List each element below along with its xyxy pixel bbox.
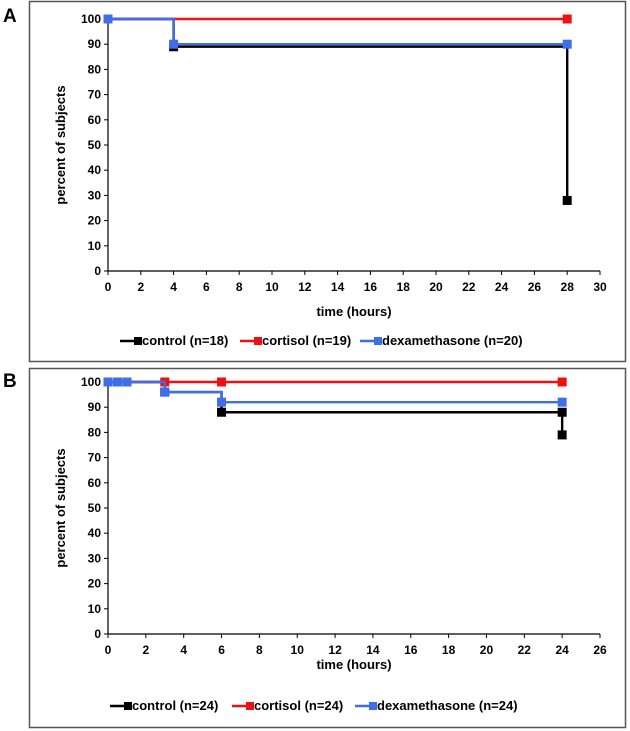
y-tick-label: 90 [88,400,102,414]
y-tick-label: 20 [88,577,102,591]
panel-a-frame [28,0,627,363]
x-tick-label: 16 [364,280,378,294]
series-line [108,17,568,46]
y-tick-label: 0 [94,627,101,641]
data-point [103,14,113,24]
x-tick-label: 16 [404,643,418,657]
data-point [557,397,567,407]
x-tick-label: 12 [328,643,342,657]
y-tick-label: 30 [88,551,102,565]
legend-entry: cortisol (n=24) [254,698,343,713]
x-axis-title: time (hours) [316,657,391,672]
legend-entry: cortisol (n=19) [262,333,351,348]
y-axis-title: percent of subjects [53,85,68,204]
x-tick-label: 30 [593,280,607,294]
legend-swatch-marker [246,702,254,710]
data-point [557,407,567,417]
x-tick-label: 28 [561,280,575,294]
x-tick-label: 18 [397,280,411,294]
x-tick-label: 24 [495,280,509,294]
data-point [122,377,132,387]
legend-swatch-marker [134,337,142,345]
data-point [217,377,227,387]
x-tick-label: 20 [480,643,494,657]
legend-swatch-marker [374,337,382,345]
x-tick-label: 2 [137,280,144,294]
x-tick-label: 4 [170,280,177,294]
y-tick-label: 50 [88,501,102,515]
x-tick-label: 22 [462,280,476,294]
data-point [557,430,567,440]
x-tick-label: 0 [105,643,112,657]
y-tick-label: 80 [88,425,102,439]
x-tick-label: 2 [143,643,150,657]
legend-swatch-marker [124,702,132,710]
y-tick-label: 100 [81,12,101,26]
data-point [160,387,170,397]
y-tick-label: 10 [88,602,102,616]
x-tick-label: 26 [528,280,542,294]
y-tick-label: 30 [88,188,102,202]
y-tick-label: 50 [88,138,102,152]
data-point [557,377,567,387]
x-tick-label: 14 [331,280,345,294]
y-tick-label: 70 [88,451,102,465]
data-point [217,407,227,417]
data-point [103,377,113,387]
x-tick-label: 22 [518,643,532,657]
y-tick-label: 100 [81,375,101,389]
data-point [562,14,572,24]
y-tick-label: 70 [88,88,102,102]
x-axis-title: time (hours) [316,304,391,319]
data-point [562,39,572,49]
y-tick-label: 10 [88,239,102,253]
x-tick-label: 8 [256,643,263,657]
y-tick-label: 40 [88,163,102,177]
legend-entry: control (n=24) [132,698,218,713]
y-tick-label: 80 [88,62,102,76]
x-tick-label: 8 [236,280,243,294]
legend-swatch-marker [254,337,262,345]
x-tick-label: 6 [203,280,210,294]
x-tick-label: 10 [291,643,305,657]
series-line [108,380,563,404]
data-point [169,39,179,49]
data-point [562,195,572,205]
legend-entry: dexamethasone (n=20) [382,333,523,348]
y-tick-label: 40 [88,526,102,540]
x-tick-label: 4 [180,643,187,657]
y-tick-label: 0 [94,264,101,278]
x-tick-label: 18 [442,643,456,657]
y-tick-label: 60 [88,113,102,127]
data-point [217,397,227,407]
data-point [112,377,122,387]
panel-b-frame [28,367,627,729]
x-tick-label: 12 [298,280,312,294]
legend-entry: control (n=18) [142,333,228,348]
x-tick-label: 24 [555,643,569,657]
panel-a-letter: A [3,6,17,27]
x-tick-label: 14 [366,643,380,657]
series-line [108,380,564,435]
x-tick-label: 26 [593,643,607,657]
x-tick-label: 10 [265,280,279,294]
x-tick-label: 0 [105,280,112,294]
x-tick-label: 20 [429,280,443,294]
legend-swatch-marker [369,702,377,710]
y-tick-label: 90 [88,37,102,51]
panel-b-letter: B [3,371,17,392]
y-tick-label: 60 [88,476,102,490]
legend-entry: dexamethasone (n=24) [377,698,518,713]
y-axis-title: percent of subjects [53,448,68,567]
x-tick-label: 6 [218,643,225,657]
y-tick-label: 20 [88,214,102,228]
